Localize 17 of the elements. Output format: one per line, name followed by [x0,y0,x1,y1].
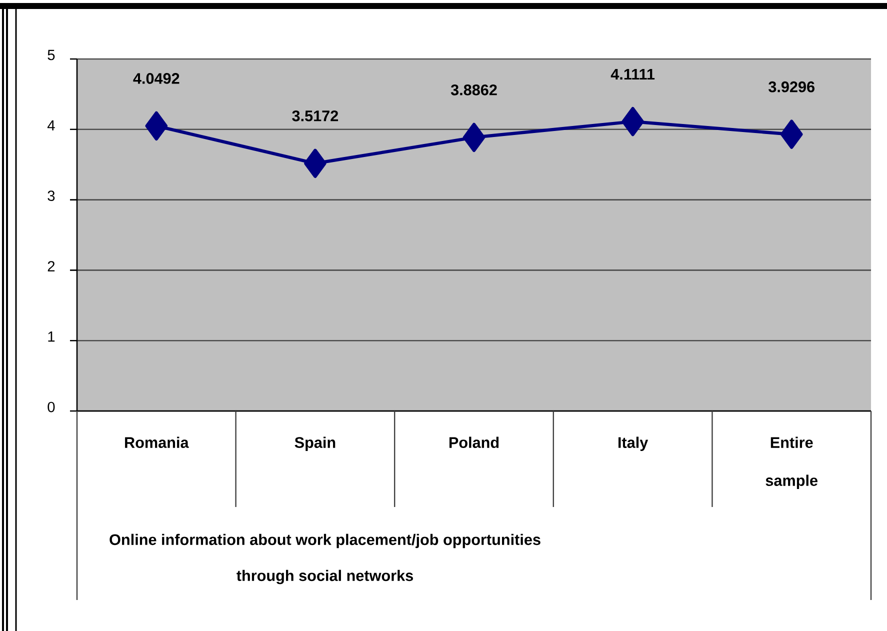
x-tick-label: Spain [294,436,336,451]
data-label: 3.8862 [450,84,497,96]
y-tick-label: 5 [48,50,55,60]
y-tick-label: 3 [48,190,55,201]
x-tick-label: Italy [618,436,648,451]
y-tick-label: 0 [48,402,55,412]
y-tick-label: 4 [47,120,55,130]
y-tick-label: 1 [48,332,55,342]
data-label: 4.0492 [133,73,180,84]
data-label: 3.5172 [292,110,338,122]
y-tick-label: 2 [48,261,55,272]
text: Online information about work placement/job opportunities through social networks [110,534,540,584]
x-tick-label: Romania [125,436,189,448]
category-label: Entire sample [766,436,818,489]
x-tick-label: Poland [449,436,499,448]
data-label: 4.1111 [610,68,655,80]
data-label: 3.9296 [768,81,814,92]
